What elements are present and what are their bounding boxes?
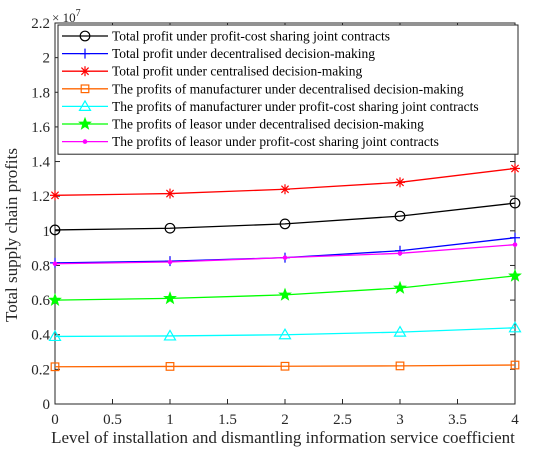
x-tick-label: 3	[396, 412, 404, 428]
x-tick-label: 1.5	[218, 412, 237, 428]
data-point	[280, 361, 290, 371]
data-point	[508, 268, 522, 282]
legend-label: The profits of leasor under profit-cost …	[112, 134, 439, 149]
legend-label: The profits of manufacturer under decent…	[112, 81, 464, 96]
data-point	[164, 222, 176, 234]
x-tick-label: 0	[51, 412, 59, 428]
data-point	[512, 242, 518, 247]
data-point	[510, 163, 520, 174]
y-tick-label: 0.6	[31, 293, 50, 309]
y-tick-label: 2.2	[31, 16, 50, 32]
series-2	[50, 163, 520, 201]
data-point	[82, 139, 88, 144]
legend-label: The profits of manufacturer under profit…	[112, 99, 479, 114]
y-tick-label: 1.2	[31, 189, 50, 205]
series-4	[48, 321, 522, 342]
data-point	[80, 84, 90, 94]
data-point	[508, 321, 522, 333]
data-point	[48, 292, 62, 306]
data-point	[394, 210, 406, 222]
legend-item: Total profit under centralised decision-…	[62, 64, 362, 79]
series-line	[54, 202, 516, 231]
y-axis: 0 0.2 0.4 0.6 0.8 1 1.2 1.4 1.6 1.8 2 2.2	[31, 16, 515, 413]
x-tick-label: 1	[166, 412, 174, 428]
legend-item: The profits of leasor under profit-cost …	[62, 134, 439, 149]
data-point	[393, 280, 407, 294]
data-point	[165, 362, 175, 371]
data-point	[279, 218, 291, 230]
data-point	[167, 259, 173, 265]
x-tick-label: 4	[511, 412, 519, 428]
series-line	[54, 364, 516, 368]
data-point	[52, 261, 58, 267]
y-tick-label: 1.8	[31, 85, 50, 101]
legend: Total profit under profit-cost sharing j…	[57, 24, 519, 155]
data-point	[509, 197, 521, 209]
legend-item: The profits of manufacturer under profit…	[62, 99, 479, 114]
data-point	[79, 30, 91, 42]
legend-item: Total profit under decentralised decisio…	[62, 46, 375, 61]
series-0	[49, 197, 521, 236]
data-point	[278, 328, 292, 340]
x-tick-label: 3.5	[448, 412, 467, 428]
x-tick-label: 2	[281, 412, 289, 428]
series-line	[54, 327, 516, 338]
series-3	[50, 360, 520, 372]
x-tick-label: 2.5	[333, 412, 352, 428]
data-point	[165, 188, 175, 199]
data-point	[49, 224, 61, 236]
data-point	[163, 291, 177, 305]
data-point	[282, 255, 288, 260]
y-axis-label: Total supply chain profits	[2, 148, 21, 322]
y-tick-label: 0.2	[31, 362, 50, 378]
x-tick-label: 0.5	[103, 412, 122, 428]
data-point	[48, 329, 62, 342]
series-5	[48, 268, 522, 306]
data-point	[280, 184, 290, 195]
legend-label: Total profit under decentralised decisio…	[112, 46, 375, 61]
data-point	[393, 325, 407, 337]
legend-item: Total profit under profit-cost sharing j…	[62, 29, 390, 44]
data-point	[510, 232, 520, 243]
y-tick-label: 1	[43, 224, 51, 240]
series-6	[52, 242, 518, 267]
data-point	[50, 362, 60, 372]
x-axis-label: Level of installation and dismantling in…	[51, 428, 515, 447]
data-point	[397, 251, 403, 256]
data-point	[163, 329, 177, 341]
series-layer	[48, 163, 522, 372]
legend-label: The profits of leasor under decentralise…	[112, 117, 424, 132]
data-point	[395, 361, 405, 371]
data-point	[510, 360, 520, 370]
data-point	[80, 48, 90, 59]
y-exponent-label: × 107	[52, 8, 81, 25]
legend-item: The profits of manufacturer under decent…	[62, 81, 464, 96]
data-point	[50, 190, 60, 201]
y-tick-label: 1.4	[31, 155, 50, 171]
data-point	[78, 116, 92, 130]
data-point	[278, 287, 292, 301]
data-point	[395, 177, 405, 188]
y-tick-label: 0.4	[31, 328, 50, 344]
y-tick-label: 0.8	[31, 258, 50, 274]
legend-box	[57, 24, 519, 155]
y-tick-label: 2	[43, 51, 51, 67]
y-tick-label: 0	[43, 397, 51, 413]
data-point	[80, 66, 90, 77]
legend-label: Total profit under profit-cost sharing j…	[112, 29, 390, 44]
y-tick-label: 1.6	[31, 120, 50, 136]
legend-label: Total profit under centralised decision-…	[112, 64, 362, 79]
data-point	[78, 99, 92, 112]
legend-item: The profits of leasor under decentralise…	[62, 117, 424, 132]
